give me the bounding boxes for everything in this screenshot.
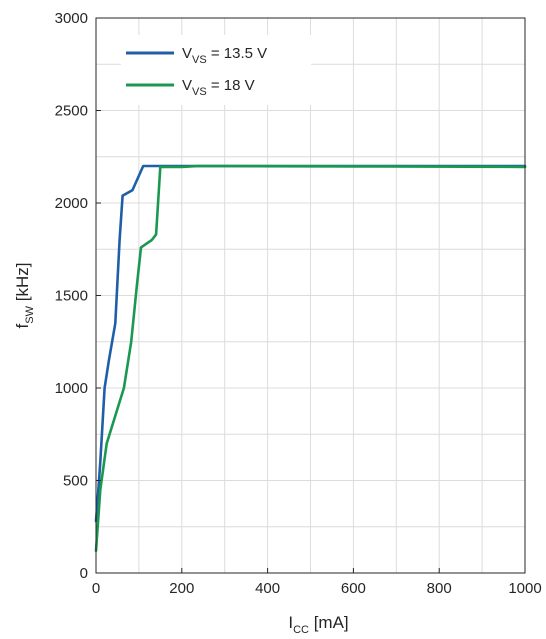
tick-labels: 0 200 400 600 800 1000 0 500 1000 1500 2000 2500 300… [55,10,542,597]
y-tick-label: 1500 [55,288,88,305]
series-line-2 [94,164,527,553]
y-tick-label: 3000 [55,10,88,27]
y-axis-title: fSW [kHz] [13,263,36,329]
legend-entry-2: VVS = 18 V [126,77,255,98]
legend-label-2: VVS = 18 V [182,77,255,98]
y-tick-label: 2500 [55,103,88,120]
x-tick-label: 1000 [508,580,541,597]
y-tick-label: 1000 [55,380,88,397]
grid-lines [96,18,525,573]
x-tick-label: 800 [427,580,452,597]
x-axis-title: ICC [mA] [288,613,348,636]
legend-entry-1: VVS = 13.5 V [126,45,267,66]
legend: VVS = 13.5 V VVS = 18 V [121,35,311,105]
series-layer [94,164,527,553]
x-tick-label: 400 [255,580,280,597]
y-tick-label: 500 [63,473,88,490]
y-tick-label: 2000 [55,195,88,212]
y-tick-label: 0 [80,565,88,582]
x-tick-label: 0 [92,580,100,597]
legend-box [121,35,311,105]
legend-label-1: VVS = 13.5 V [182,45,267,66]
x-tick-label: 600 [341,580,366,597]
x-tick-label: 200 [169,580,194,597]
